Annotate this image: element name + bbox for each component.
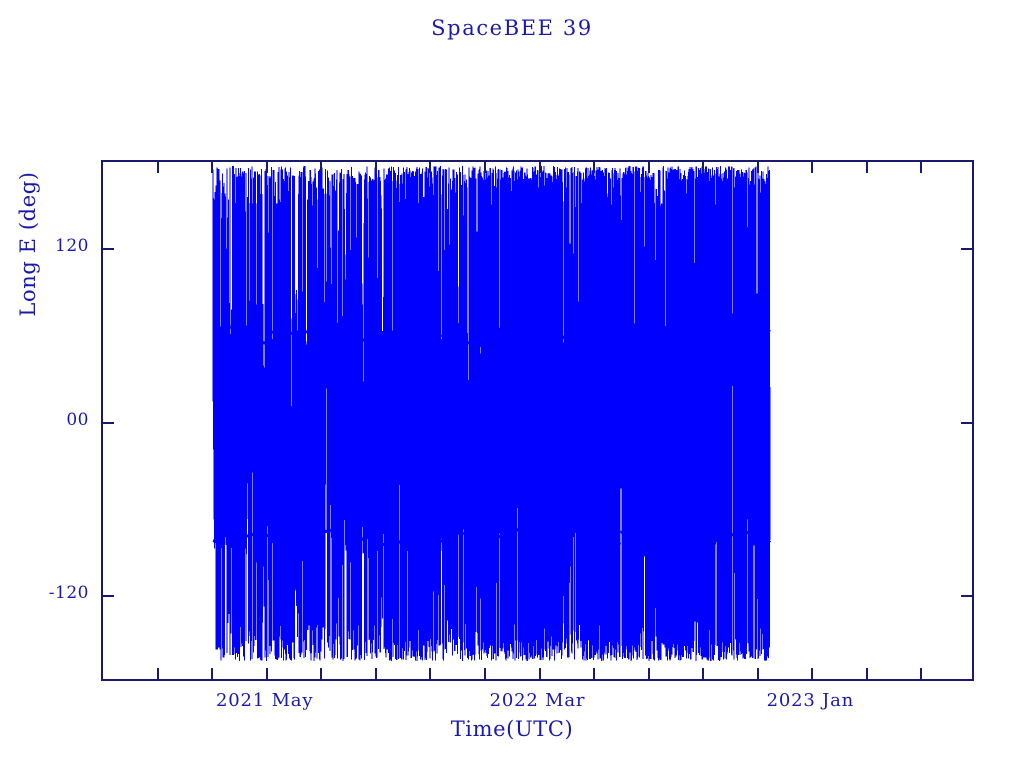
x-axis-tick [920, 668, 923, 679]
x-axis-tick [593, 668, 596, 679]
x-axis-tick [429, 668, 432, 679]
x-axis-tick-top [265, 162, 268, 173]
x-axis-tick [374, 668, 377, 679]
x-axis-tick [156, 668, 159, 679]
x-axis-tick-top [593, 162, 596, 173]
x-axis-title: Time(UTC) [450, 717, 574, 741]
y-axis-tick-00 [103, 421, 114, 424]
x-axis-tick-top [320, 162, 323, 173]
x-axis-tick [647, 668, 650, 679]
plot-frame [101, 160, 974, 681]
y-axis-title: Long E (deg) [16, 171, 40, 317]
x-axis-tick-top [374, 162, 377, 173]
x-axis-label-2022-mar: 2022 Mar [489, 690, 586, 711]
x-axis-tick-top [156, 162, 159, 173]
x-axis-tick-top [211, 162, 214, 173]
x-axis-tick-top [920, 162, 923, 173]
x-axis-tick-top [647, 162, 650, 173]
x-axis-tick [756, 668, 759, 679]
y-axis-tick-00-right [961, 421, 972, 424]
x-axis-tick [265, 668, 268, 679]
x-axis-tick-top [429, 162, 432, 173]
x-axis-label-2023-jan: 2023 Jan [766, 690, 855, 711]
x-axis-tick-top [756, 162, 759, 173]
longitude-trace [212, 165, 771, 662]
y-axis-tick-120-right [961, 247, 972, 250]
longitude-core-block [215, 166, 765, 661]
x-axis-tick-top [865, 162, 868, 173]
y-axis-label-00: 00 [66, 409, 89, 430]
y-axis-label-120: 120 [55, 235, 89, 256]
y-axis-tick-120 [103, 247, 114, 250]
x-axis-tick-top [483, 162, 486, 173]
x-axis-tick [865, 668, 868, 679]
x-axis-label-2021-may: 2021 May [216, 690, 314, 711]
x-axis-tick [811, 668, 814, 679]
x-axis-tick-top [811, 162, 814, 173]
y-axis-tick-neg120 [103, 595, 114, 598]
x-axis-tick-top [538, 162, 541, 173]
longitude-trace-svg [212, 165, 771, 662]
chart-title: SpaceBEE 39 [431, 16, 593, 40]
x-axis-tick [320, 668, 323, 679]
y-axis-label-neg120: -120 [48, 583, 89, 604]
data-series-layer [103, 162, 972, 679]
x-axis-tick-top [702, 162, 705, 173]
x-axis-tick [702, 668, 705, 679]
x-axis-tick [483, 668, 486, 679]
y-axis-tick-neg120-right [961, 595, 972, 598]
x-axis-tick [211, 668, 214, 679]
x-axis-tick [538, 668, 541, 679]
